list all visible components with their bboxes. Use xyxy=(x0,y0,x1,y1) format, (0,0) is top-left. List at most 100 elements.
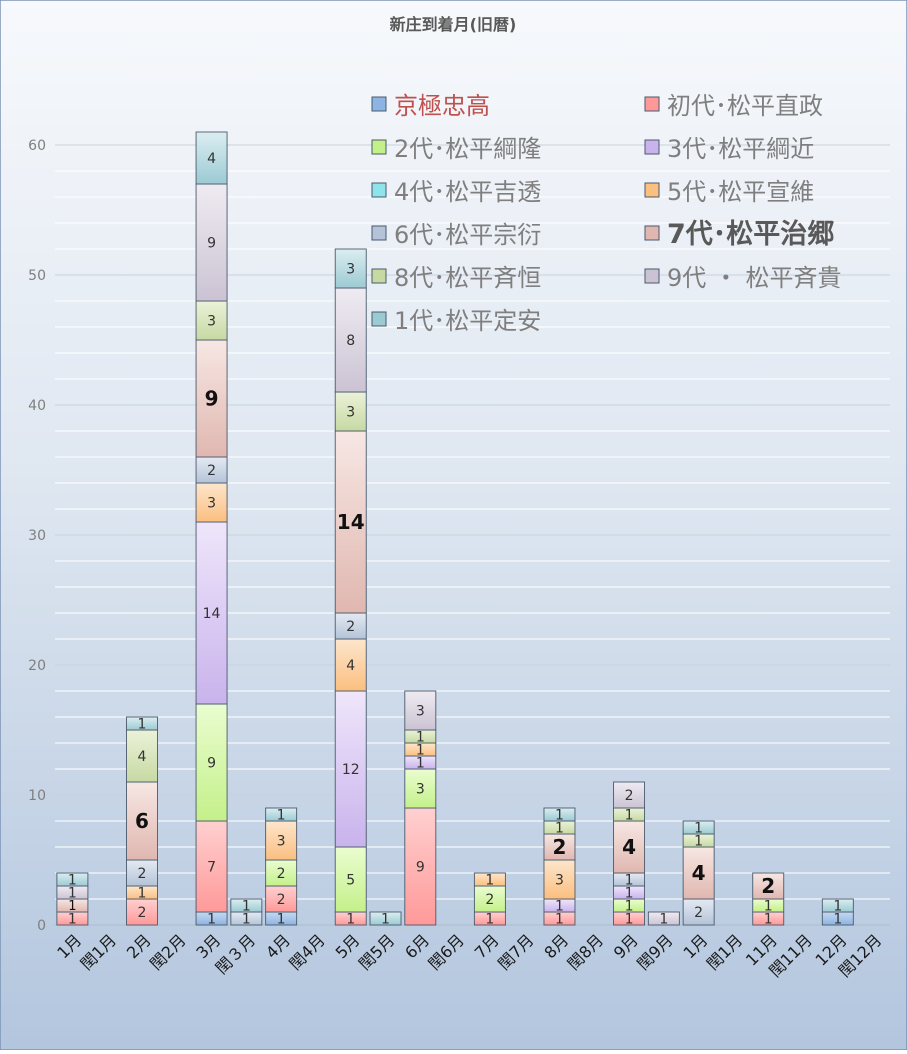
bar-segment xyxy=(195,300,228,341)
data-label: 1 xyxy=(416,730,425,746)
y-tick-label: 20 xyxy=(28,658,46,674)
y-tick-label: 50 xyxy=(28,268,46,284)
data-label: 1 xyxy=(138,717,147,733)
data-label: 6 xyxy=(135,809,149,833)
legend-label: 4代･松平吉透 xyxy=(394,178,541,206)
legend-swatch xyxy=(371,96,387,112)
bar-segment xyxy=(195,131,228,185)
bar-segment xyxy=(404,807,437,926)
data-label: 1 xyxy=(659,912,668,928)
data-label: 2 xyxy=(277,866,286,882)
data-label: 4 xyxy=(692,861,706,885)
data-label: 1 xyxy=(138,886,147,902)
legend-swatch xyxy=(644,268,660,284)
data-label: 2 xyxy=(694,905,703,921)
data-label: 3 xyxy=(416,782,425,798)
data-label: 1 xyxy=(68,873,77,889)
y-tick-label: 60 xyxy=(28,138,46,154)
bar-segment xyxy=(265,859,298,887)
bars xyxy=(56,131,854,926)
bar-segment xyxy=(195,456,228,484)
legend-swatch xyxy=(371,268,387,284)
legend-label: 6代･松平宗衍 xyxy=(394,221,541,249)
data-label: 3 xyxy=(555,873,564,889)
bar-segment xyxy=(473,885,506,913)
data-label: 1 xyxy=(68,899,76,914)
bar-segment xyxy=(821,898,854,913)
bar-segment xyxy=(265,885,298,913)
data-label: 1 xyxy=(833,912,842,928)
bar-segment xyxy=(195,183,228,302)
data-label: 1 xyxy=(555,821,564,837)
y-tick-label: 0 xyxy=(37,918,46,934)
data-label: 1 xyxy=(242,912,251,928)
data-label: 1 xyxy=(68,886,77,902)
data-labels: 1111212641179143293941112231151242143831… xyxy=(68,151,842,928)
bar-segment xyxy=(334,638,367,692)
bar-segment xyxy=(334,846,367,913)
y-tick-label: 10 xyxy=(28,788,46,804)
data-label: 3 xyxy=(346,262,355,278)
data-label: 2 xyxy=(625,788,634,804)
data-label: 1 xyxy=(625,808,634,824)
data-label: 7 xyxy=(207,860,216,876)
data-label: 14 xyxy=(203,606,221,622)
legend-swatch xyxy=(371,182,387,198)
data-label: 9 xyxy=(416,860,425,876)
data-label: 1 xyxy=(485,873,494,889)
data-label: 1 xyxy=(346,912,355,928)
legend: 京極忠高 初代･松平直政 2代･松平綱隆 3代･松平綱近 4代･松平吉透 5代･松平宣維 6… xyxy=(371,92,842,335)
bar-segment xyxy=(195,703,228,822)
legend-label: 5代･松平宣維 xyxy=(667,178,814,206)
legend-label: 2代･松平綱隆 xyxy=(394,135,541,163)
bar-segment xyxy=(126,729,158,783)
y-axis: 0 10 20 30 40 50 60 xyxy=(28,138,46,934)
data-label: 1 xyxy=(555,899,564,915)
data-label: 2 xyxy=(277,892,286,908)
bar-segment xyxy=(56,872,89,887)
data-label: 9 xyxy=(205,387,219,411)
legend-swatch xyxy=(644,139,660,155)
bar-segment xyxy=(195,482,228,523)
data-label: 3 xyxy=(346,405,355,421)
data-label: 9 xyxy=(207,236,216,252)
y-tick-label: 40 xyxy=(28,398,46,414)
data-label: 14 xyxy=(337,510,365,534)
data-label: 5 xyxy=(346,873,355,889)
bar-segment xyxy=(647,911,680,926)
data-label: 1 xyxy=(277,808,286,824)
data-label: 1 xyxy=(764,899,773,915)
data-label: 1 xyxy=(625,899,634,915)
legend-label: 9代 ・ 松平斉貴 xyxy=(667,264,842,292)
data-label: 3 xyxy=(207,314,216,330)
data-label: 2 xyxy=(138,866,147,882)
data-label: 2 xyxy=(207,463,216,479)
bar-segment xyxy=(473,872,506,887)
data-label: 1 xyxy=(625,912,634,928)
data-label: 1 xyxy=(381,912,390,928)
bar-segment xyxy=(126,859,158,887)
data-label: 2 xyxy=(346,619,355,635)
data-label: 1 xyxy=(694,821,703,837)
legend-label: 3代･松平綱近 xyxy=(667,135,814,163)
data-label: 3 xyxy=(277,834,286,850)
bar-segment xyxy=(334,430,367,614)
bar-segment xyxy=(126,898,158,926)
data-label: 2 xyxy=(761,874,775,898)
chart-title: 新庄到着月(旧暦) xyxy=(390,15,517,34)
data-label: 2 xyxy=(485,892,494,908)
bar-segment xyxy=(369,911,402,926)
data-label: 2 xyxy=(553,835,567,859)
data-label: 2 xyxy=(138,905,147,921)
bar-segment xyxy=(126,716,158,731)
data-label: 1 xyxy=(416,756,425,772)
bar-segment xyxy=(682,898,715,926)
data-label: 3 xyxy=(416,704,425,720)
data-label: 8 xyxy=(346,333,355,349)
bar-segment xyxy=(682,820,715,835)
legend-swatch xyxy=(371,139,387,155)
bar-segment xyxy=(334,287,367,393)
data-label: 1 xyxy=(625,873,634,889)
data-label: 1 xyxy=(833,899,842,915)
